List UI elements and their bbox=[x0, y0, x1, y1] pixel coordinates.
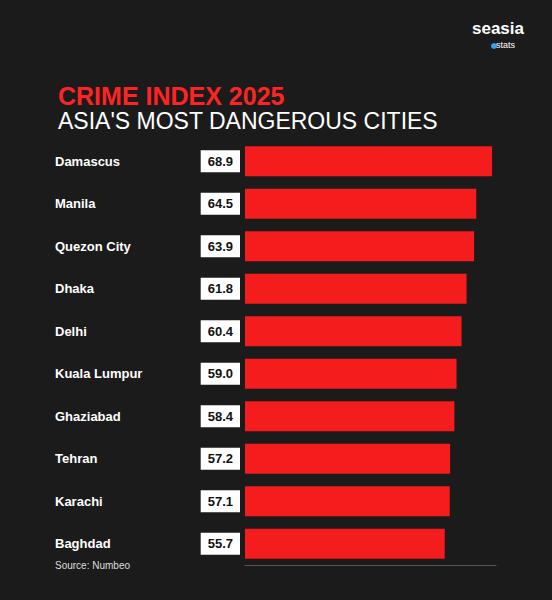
svg-text:Baghdad: Baghdad bbox=[55, 536, 111, 551]
svg-text:57.2: 57.2 bbox=[208, 451, 233, 466]
svg-text:Quezon City: Quezon City bbox=[55, 239, 132, 254]
svg-text:Dhaka: Dhaka bbox=[55, 281, 95, 296]
svg-text:seasia: seasia bbox=[472, 19, 525, 38]
svg-text:Source: Numbeo: Source: Numbeo bbox=[55, 560, 130, 571]
svg-text:Karachi: Karachi bbox=[55, 494, 103, 509]
svg-text:Delhi: Delhi bbox=[55, 324, 87, 339]
svg-text:Damascus: Damascus bbox=[55, 154, 120, 169]
svg-text:57.1: 57.1 bbox=[208, 494, 233, 509]
svg-text:59.0: 59.0 bbox=[208, 366, 233, 381]
svg-text:Tehran: Tehran bbox=[55, 451, 97, 466]
svg-text:64.5: 64.5 bbox=[208, 196, 233, 211]
svg-text:63.9: 63.9 bbox=[208, 239, 233, 254]
svg-text:CRIME INDEX 2025: CRIME INDEX 2025 bbox=[58, 82, 285, 110]
svg-text:stats: stats bbox=[496, 40, 516, 50]
svg-text:55.7: 55.7 bbox=[208, 536, 233, 551]
svg-text:ASIA'S MOST DANGEROUS CITIES: ASIA'S MOST DANGEROUS CITIES bbox=[58, 108, 438, 134]
svg-text:68.9: 68.9 bbox=[208, 154, 233, 169]
svg-text:61.8: 61.8 bbox=[208, 281, 233, 296]
svg-text:Kuala Lumpur: Kuala Lumpur bbox=[55, 366, 142, 381]
svg-text:Manila: Manila bbox=[55, 196, 96, 211]
svg-text:58.4: 58.4 bbox=[208, 409, 234, 424]
svg-text:60.4: 60.4 bbox=[208, 324, 234, 339]
svg-text:Ghaziabad: Ghaziabad bbox=[55, 409, 121, 424]
